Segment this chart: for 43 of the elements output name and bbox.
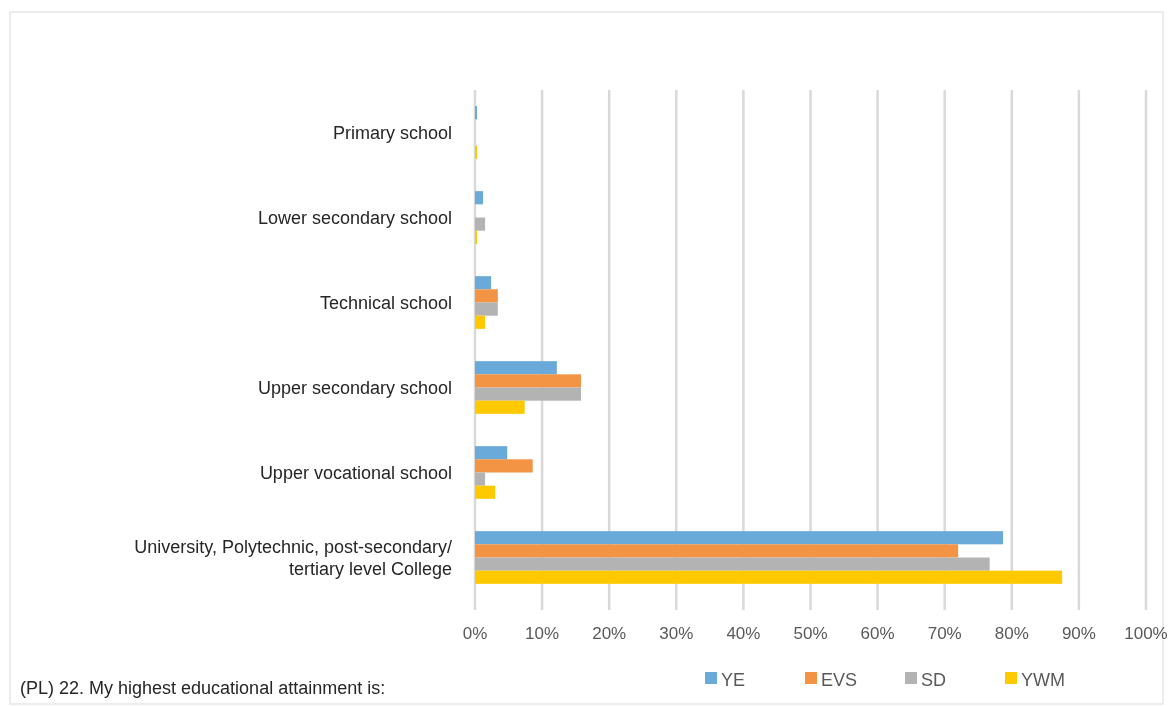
y-tick-label: Technical school	[319, 292, 452, 313]
x-tick-label: 30%	[659, 624, 694, 643]
bar	[475, 387, 582, 401]
x-tick-label: 60%	[860, 624, 895, 643]
x-tick-label: 40%	[726, 624, 761, 643]
bar	[475, 374, 582, 388]
bar	[475, 217, 486, 231]
bar	[475, 485, 496, 499]
bar	[475, 276, 492, 290]
bar	[475, 230, 478, 244]
x-tick-label: 70%	[927, 624, 962, 643]
legend-label: SD	[921, 670, 947, 690]
x-tick-label: 80%	[994, 624, 1029, 643]
bar	[475, 315, 486, 329]
bar	[475, 531, 1004, 545]
bar	[475, 557, 990, 571]
x-tick-label: 20%	[592, 624, 627, 643]
bar	[475, 106, 478, 120]
bar	[475, 145, 478, 159]
bar	[475, 459, 533, 473]
x-tick-label: 50%	[793, 624, 828, 643]
legend-label: YE	[721, 670, 746, 690]
x-tick-label: 0%	[462, 624, 488, 643]
x-tick-label: 90%	[1061, 624, 1096, 643]
legend-label: YWM	[1021, 670, 1065, 690]
bar	[475, 472, 486, 486]
y-tick-label: Upper secondary school	[257, 377, 452, 398]
x-tick-label: 10%	[525, 624, 560, 643]
y-tick-label: Primary school	[332, 122, 452, 143]
y-tick-label: University, Polytechnic, post-secondary/ tertiary level College	[134, 536, 452, 579]
bar	[475, 570, 1063, 584]
y-tick-label: Lower secondary school	[257, 207, 452, 228]
bar	[475, 302, 498, 316]
bar	[475, 446, 508, 460]
bar	[475, 361, 557, 375]
y-tick-label: Upper vocational school	[259, 462, 452, 483]
bar	[475, 191, 484, 205]
legend-label: EVS	[821, 670, 858, 690]
text: (PL) 22. My highest educational attainment is:	[20, 678, 386, 698]
x-tick-label: 100%	[1124, 624, 1168, 643]
bar	[475, 289, 498, 303]
bar	[475, 544, 959, 558]
bar	[475, 400, 525, 414]
